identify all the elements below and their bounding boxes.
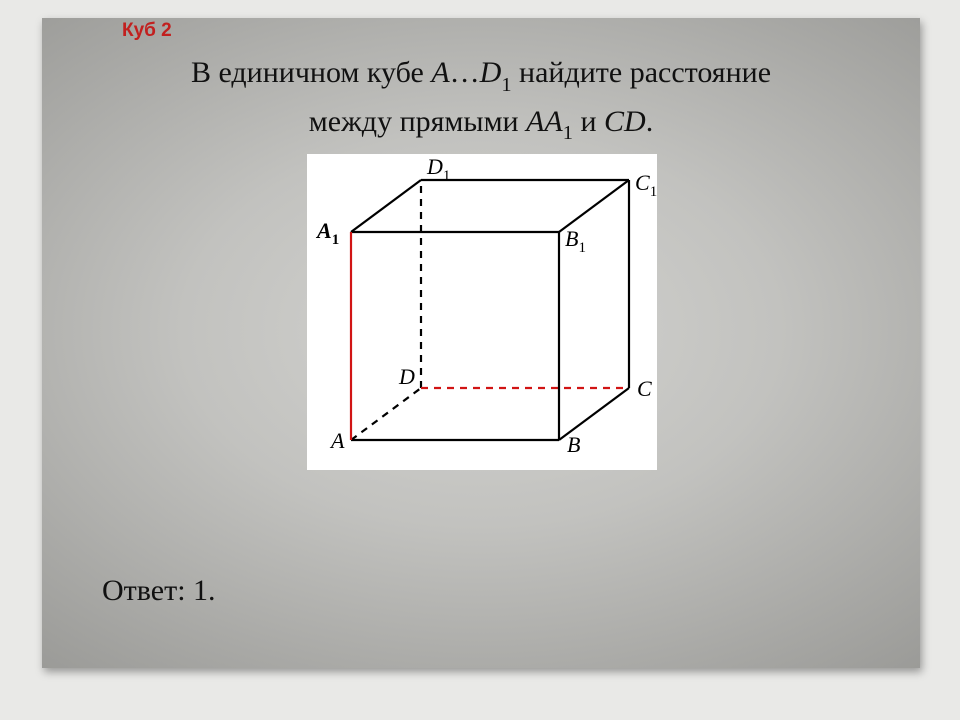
text-fragment: … [450,56,480,89]
svg-text:B1: B1 [565,226,586,256]
cube-diagram: ABCDA1B1C1D1 [307,154,657,470]
math-var: CD [604,105,646,138]
slide-title: Куб 2 [122,20,172,42]
svg-text:A: A [329,428,345,453]
answer-label: Ответ: [102,574,193,607]
svg-text:D: D [398,364,415,389]
problem-statement: В единичном кубе A…D1 найдите расстояние… [102,50,860,147]
answer-value: 1. [193,574,216,607]
text-fragment: найдите расстояние [512,56,771,89]
svg-text:B: B [567,432,580,457]
math-var: AA [526,105,563,138]
svg-text:A1: A1 [315,218,339,248]
answer-line: Ответ: 1. [102,574,216,608]
text-fragment: между прямыми [309,105,526,138]
subscript: 1 [563,122,573,144]
text-fragment: . [646,105,654,138]
text-fragment: В единичном кубе [191,56,431,89]
svg-text:C1: C1 [635,170,657,200]
slide-card: Куб 2 В единичном кубе A…D1 найдите расс… [42,18,920,668]
text-fragment: и [573,105,604,138]
math-var: A [431,56,449,89]
svg-text:C: C [637,376,652,401]
cube-svg: ABCDA1B1C1D1 [307,154,657,470]
math-var: D [480,56,502,89]
subscript: 1 [501,74,511,96]
